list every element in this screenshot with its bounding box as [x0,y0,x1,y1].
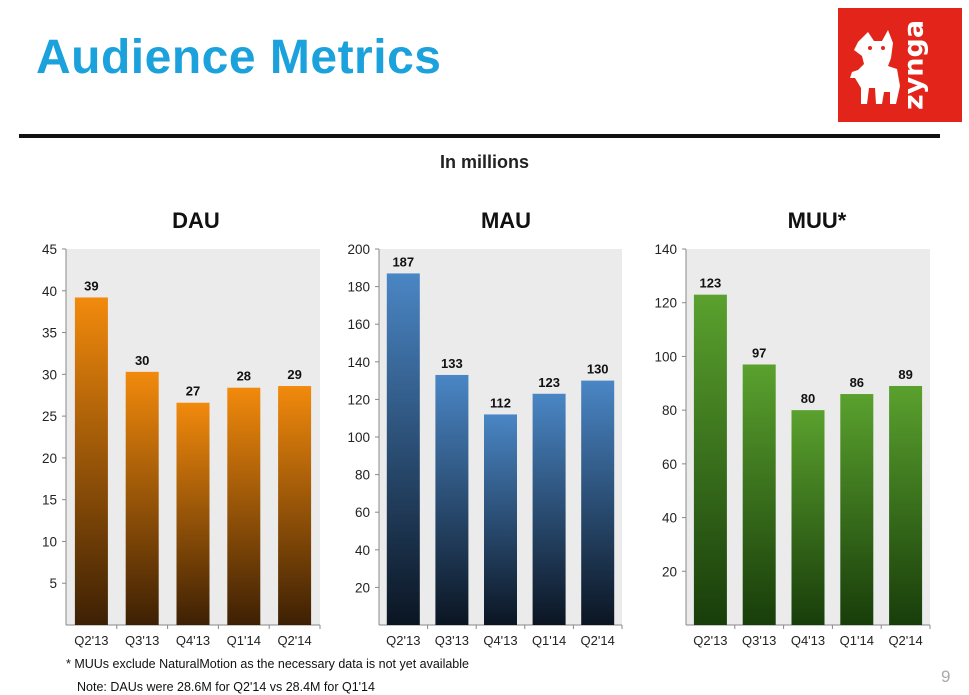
y-tick-label-mau: 100 [347,430,370,445]
y-tick-label-mau: 20 [355,580,370,595]
data-label-muu: 123 [700,276,722,291]
data-label-muu: 89 [898,367,912,382]
chart-title-dau: DAU [172,208,220,233]
y-tick-label-mau: 80 [355,468,370,483]
bar-dau [74,297,108,625]
note: Note: DAUs were 28.6M for Q2'14 vs 28.4M… [77,680,375,694]
x-tick-label-mau: Q3'13 [435,633,469,648]
data-label-dau: 27 [186,384,200,399]
bar-muu [742,364,776,625]
footnote: * MUUs exclude NaturalMotion as the nece… [66,657,469,671]
data-label-muu: 80 [801,391,815,406]
x-tick-label-dau: Q2'13 [74,633,108,648]
chart-muu: MUU* 20 40 60 80 100 120 140 123 Q2'13 97 Q3'13 80 Q4… [654,208,931,648]
page-number: 9 [941,667,951,686]
x-tick-label-mau: Q4'13 [483,633,517,648]
data-label-dau: 30 [135,353,149,368]
title-divider [19,134,940,138]
y-tick-label-muu: 20 [662,564,677,579]
y-tick-label-muu: 100 [654,349,677,364]
y-tick-label-dau: 35 [42,326,57,341]
y-tick-label-dau: 45 [42,242,57,257]
bar-dau [176,402,210,625]
y-tick-label-dau: 20 [42,451,57,466]
y-tick-label-dau: 10 [42,534,57,549]
y-tick-label-dau: 30 [42,367,57,382]
y-tick-label-mau: 60 [355,505,370,520]
y-tick-label-dau: 25 [42,409,57,424]
x-tick-label-mau: Q1'14 [532,633,566,648]
y-tick-label-muu: 40 [662,511,677,526]
x-tick-label-muu: Q3'13 [742,633,776,648]
x-tick-label-dau: Q2'14 [277,633,311,648]
bar-mau [435,374,469,625]
y-tick-label-mau: 120 [347,392,370,407]
bar-mau [532,393,566,625]
x-tick-label-mau: Q2'13 [386,633,420,648]
chart-title-muu: MUU* [788,208,847,233]
y-tick-label-muu: 60 [662,457,677,472]
x-tick-label-dau: Q3'13 [125,633,159,648]
x-tick-label-muu: Q2'14 [888,633,922,648]
bar-dau [227,387,261,625]
data-label-mau: 112 [490,395,511,410]
bar-mau [581,380,615,625]
zynga-logo: zynga [838,8,962,122]
data-label-dau: 39 [84,278,98,293]
y-tick-label-muu: 120 [654,296,677,311]
y-tick-label-mau: 160 [347,317,370,332]
page-title: Audience Metrics [36,31,442,84]
y-tick-label-dau: 5 [49,576,57,591]
bar-muu [840,394,874,625]
bar-muu [693,294,727,625]
y-tick-label-mau: 140 [347,355,370,370]
chart-subtitle: In millions [439,152,529,172]
bar-dau [125,371,159,625]
data-label-mau: 123 [538,375,560,390]
y-tick-label-mau: 40 [355,543,370,558]
x-tick-label-dau: Q4'13 [176,633,210,648]
bar-muu [889,385,923,625]
y-tick-label-mau: 180 [347,280,370,295]
bar-mau [484,414,517,625]
y-tick-label-mau: 200 [347,242,370,257]
bar-mau [386,273,420,625]
y-tick-label-muu: 80 [662,403,677,418]
x-tick-label-muu: Q2'13 [693,633,727,648]
chart-title-mau: MAU [481,208,531,233]
chart-mau: MAU 20 40 60 80 100 120 140 160 180 200 187 Q2'13 133… [347,208,623,648]
x-tick-label-mau: Q2'14 [581,633,615,648]
bar-dau [278,386,312,625]
x-tick-label-dau: Q1'14 [227,633,261,648]
chart-dau: DAU 5 10 15 20 25 30 35 40 45 39 Q2'13 30 Q3'13 27 Q4'1… [42,208,321,648]
y-tick-label-dau: 40 [42,284,57,299]
y-tick-label-muu: 140 [654,242,677,257]
data-label-muu: 97 [752,345,766,360]
bar-muu [791,410,825,625]
x-tick-label-muu: Q1'14 [840,633,874,648]
data-label-mau: 187 [392,254,414,269]
data-label-mau: 133 [441,356,463,371]
data-label-dau: 29 [287,367,301,382]
data-label-mau: 130 [587,362,609,377]
data-label-dau: 28 [237,369,251,384]
dog-icon [850,30,900,104]
x-tick-label-muu: Q4'13 [791,633,825,648]
y-tick-label-dau: 15 [42,493,57,508]
data-label-muu: 86 [850,375,864,390]
